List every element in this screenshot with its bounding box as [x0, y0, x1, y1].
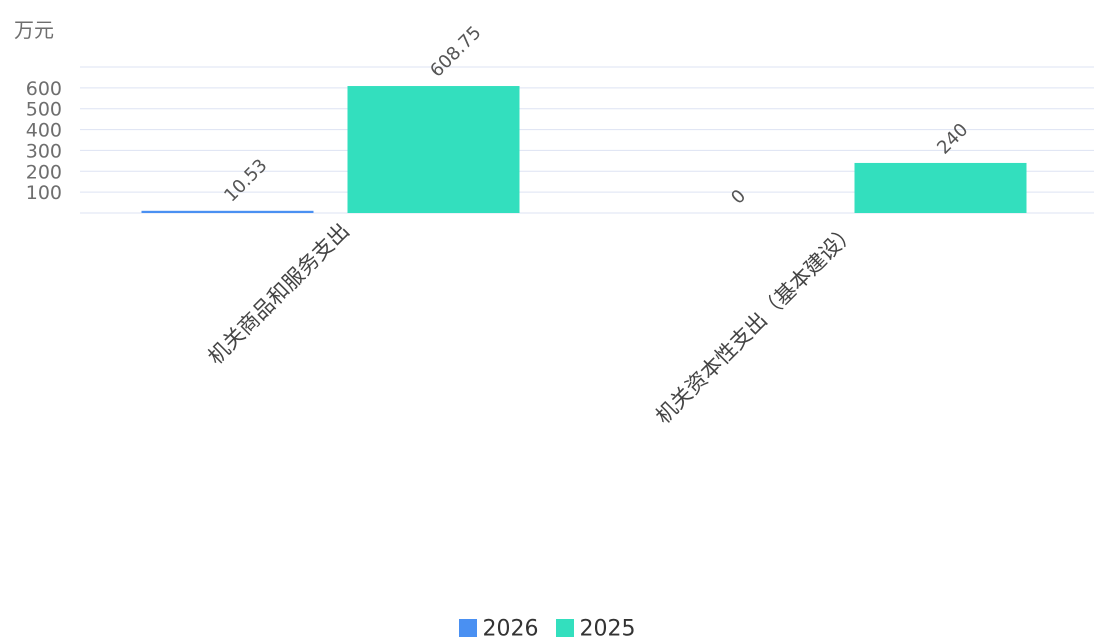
x-category-label: 机关资本性支出（基本建设） [651, 219, 861, 429]
x-category-label: 机关商品和服务支出 [203, 219, 354, 370]
data-label: 10.53 [220, 155, 271, 206]
y-tick-label: 500 [26, 99, 62, 121]
legend-swatch-2026 [458, 619, 477, 638]
y-tick-label: 200 [26, 161, 62, 183]
data-label: 240 [933, 119, 972, 158]
legend-swatch-2025 [555, 619, 574, 638]
legend-item-2026[interactable]: 2026 [458, 616, 539, 642]
legend: 2026 2025 [0, 616, 1094, 642]
legend-label-2026: 2026 [482, 616, 539, 642]
bar-2025-1 [347, 86, 520, 213]
data-label: 608.75 [426, 22, 485, 81]
y-axis-unit: 万元 [14, 18, 54, 42]
bar-2025-2 [854, 162, 1027, 213]
data-label: 0 [727, 186, 750, 209]
y-tick-label: 400 [26, 120, 62, 142]
y-tick-label: 600 [26, 78, 62, 100]
bar-2026-1 [141, 210, 314, 213]
legend-label-2025: 2025 [579, 616, 636, 642]
legend-item-2025[interactable]: 2025 [555, 616, 636, 642]
y-tick-label: 300 [26, 140, 62, 162]
y-tick-label: 100 [26, 182, 62, 204]
